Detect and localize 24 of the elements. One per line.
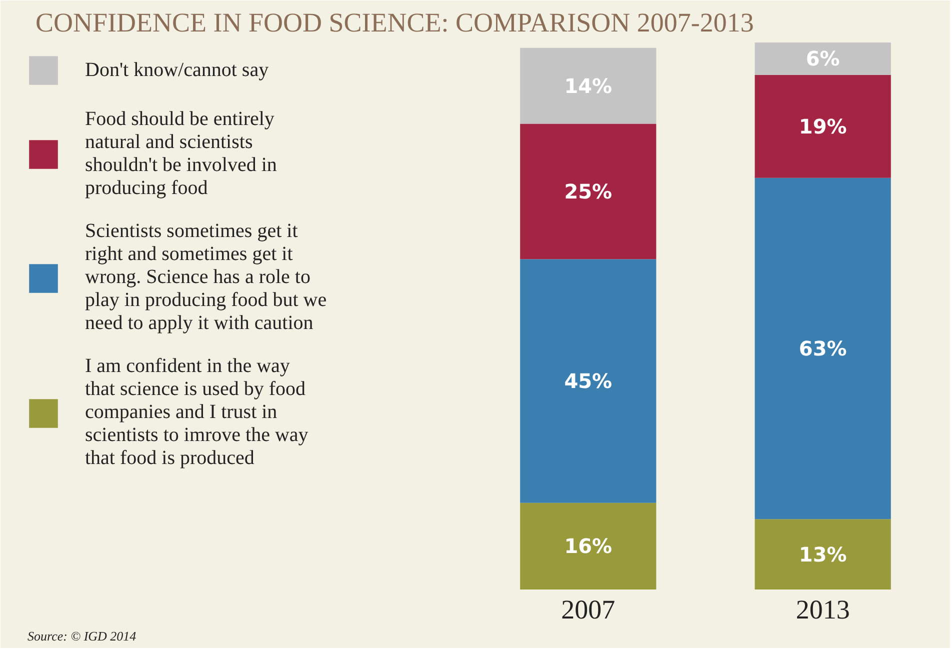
legend-label: Don't know/cannot say — [85, 58, 269, 82]
data-label: 63% — [798, 336, 847, 360]
bar — [754, 519, 891, 590]
data-label: 45% — [564, 368, 612, 393]
bar — [520, 124, 656, 260]
data-label: 16% — [564, 534, 612, 558]
bar — [754, 74, 891, 178]
data-label: 14% — [564, 74, 612, 98]
bar — [520, 48, 656, 124]
legend-label: Scientists sometimes get it right and sometimes get it wrong. Science has a role to play in producing food but we need to apply it with caution — [85, 220, 327, 335]
legend-label: Food should be entirely natural and scientists shouldn't be involved in producing food — [85, 108, 277, 200]
data-label: 25% — [564, 179, 612, 204]
x-tick-label: 2007 — [561, 594, 616, 624]
source-note: Source: © IGD 2014 — [28, 628, 137, 644]
legend-label: I am confident in the way that science is used by food companies and I trust in scientists to imrove the way that food is produced — [85, 355, 308, 470]
data-label: 6% — [806, 46, 840, 71]
bar — [754, 42, 891, 75]
bar — [520, 259, 656, 503]
x-tick-label: 2013 — [796, 594, 850, 624]
chart-title: CONFIDENCE IN FOOD SCIENCE: COMPARISON 2007-2013 — [36, 8, 754, 38]
bar — [520, 502, 656, 590]
data-label: 13% — [798, 542, 847, 566]
data-label: 19% — [798, 114, 847, 138]
bar — [754, 178, 891, 520]
